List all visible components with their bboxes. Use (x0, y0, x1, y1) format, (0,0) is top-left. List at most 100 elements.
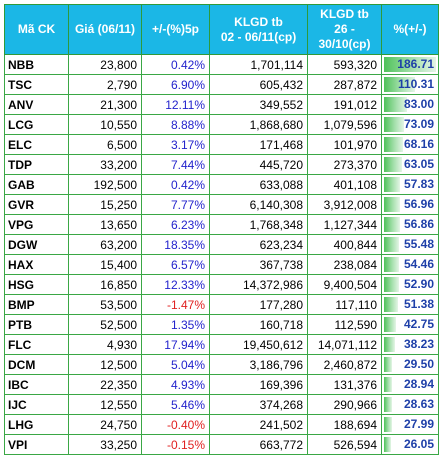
price-cell: 33,200 (68, 154, 142, 175)
change-percent-cell: 5.04% (141, 354, 210, 375)
ratio-cell: 110.31 (381, 74, 439, 95)
volume-current-cell: 3,186,796 (209, 354, 308, 375)
ratio-value: 57.83 (403, 177, 434, 191)
ratio-bar (384, 437, 392, 452)
ratio-bar (384, 417, 392, 432)
ratio-cell: 29.50 (381, 354, 439, 375)
price-cell: 52,500 (68, 314, 142, 335)
ratio-value: 73.09 (403, 117, 434, 131)
header-volume-current: KLGD tb 02 - 06/11(cp) (209, 4, 308, 55)
header-volume-current-line2: 02 - 06/11(cp) (220, 29, 297, 44)
price-cell: 24,750 (68, 414, 142, 435)
ratio-cell: 68.16 (381, 134, 439, 155)
stock-code-cell: HSG (4, 274, 69, 295)
stock-code-cell: ELC (4, 134, 69, 155)
ratio-value: 28.63 (403, 397, 434, 411)
ratio-value: 110.31 (397, 77, 434, 91)
ratio-cell: 56.96 (381, 194, 439, 215)
ratio-bar (384, 177, 401, 192)
table-header-row: Mã CK Giá (06/11) +/-(%)5p KLGD tb 02 - … (4, 4, 439, 55)
volume-previous-cell: 287,872 (307, 74, 382, 95)
ratio-bar (384, 397, 392, 412)
stock-code-cell: DGW (4, 234, 69, 255)
ratio-cell: 28.94 (381, 374, 439, 395)
price-cell: 33,250 (68, 434, 142, 455)
volume-current-cell: 1,768,348 (209, 214, 308, 235)
volume-current-cell: 349,552 (209, 94, 308, 115)
volume-current-cell: 19,450,612 (209, 334, 308, 355)
ratio-bar (384, 157, 402, 172)
ratio-value: 55.48 (403, 237, 434, 251)
table-row: BMP 53,500 -1.47% 177,280 117,110 51.38 (4, 294, 439, 315)
stock-code-cell: VPG (4, 214, 69, 235)
volume-previous-cell: 1,127,344 (307, 214, 382, 235)
volume-previous-cell: 112,590 (307, 314, 382, 335)
table-row: IJC 12,550 5.46% 374,268 290,966 28.63 (4, 394, 439, 415)
ratio-bar (384, 297, 399, 312)
ratio-value: 42.75 (403, 317, 434, 331)
ratio-cell: 54.46 (381, 254, 439, 275)
stock-code-cell: LCG (4, 114, 69, 135)
ratio-cell: 28.63 (381, 394, 439, 415)
ratio-value: 28.94 (403, 377, 434, 391)
volume-current-cell: 445,720 (209, 154, 308, 175)
ratio-bar (384, 277, 399, 292)
stock-code-cell: NBB (4, 54, 69, 75)
ratio-value: 68.16 (403, 137, 434, 151)
change-percent-cell: 18.35% (141, 234, 210, 255)
volume-previous-cell: 526,594 (307, 434, 382, 455)
price-cell: 22,350 (68, 374, 142, 395)
table-row: ANV 21,300 12.11% 349,552 191,012 83.00 (4, 94, 439, 115)
price-cell: 12,550 (68, 394, 142, 415)
table-row: GVR 15,250 7.77% 6,140,308 3,912,008 56.96 (4, 194, 439, 215)
price-cell: 21,300 (68, 94, 142, 115)
header-ratio: %(+/-) (381, 4, 439, 55)
ratio-bar (384, 217, 400, 232)
ratio-cell: 27.99 (381, 414, 439, 435)
ratio-value: 27.99 (403, 417, 434, 431)
stock-code-cell: TDP (4, 154, 69, 175)
ratio-cell: 56.86 (381, 214, 439, 235)
volume-previous-cell: 117,110 (307, 294, 382, 315)
ratio-bar (384, 137, 403, 152)
change-percent-cell: 5.46% (141, 394, 210, 415)
ratio-bar (384, 237, 400, 252)
ratio-cell: 38.23 (381, 334, 439, 355)
stock-code-cell: IJC (4, 394, 69, 415)
price-cell: 4,930 (68, 334, 142, 355)
change-percent-cell: 12.11% (141, 94, 210, 115)
stock-code-cell: GVR (4, 194, 69, 215)
volume-previous-cell: 14,071,112 (307, 334, 382, 355)
table-row: HAX 15,400 6.57% 367,738 238,084 54.46 (4, 254, 439, 275)
ratio-bar (384, 377, 393, 392)
ratio-cell: 186.71 (381, 54, 439, 75)
ratio-value: 186.71 (397, 57, 434, 71)
volume-current-cell: 374,268 (209, 394, 308, 415)
ratio-value: 26.05 (403, 437, 434, 451)
change-percent-cell: 6.23% (141, 214, 210, 235)
header-volume-previous-line1: KLGD tb (320, 7, 369, 21)
volume-current-cell: 169,396 (209, 374, 308, 395)
price-cell: 13,650 (68, 214, 142, 235)
ratio-cell: 26.05 (381, 434, 439, 455)
stock-table-container: Mã CK Giá (06/11) +/-(%)5p KLGD tb 02 - … (4, 4, 439, 455)
change-percent-cell: 7.77% (141, 194, 210, 215)
stock-code-cell: HAX (4, 254, 69, 275)
ratio-cell: 83.00 (381, 94, 439, 115)
table-row: ELC 6,500 3.17% 171,468 101,970 68.16 (4, 134, 439, 155)
volume-current-cell: 1,868,680 (209, 114, 308, 135)
change-percent-cell: 6.90% (141, 74, 210, 95)
table-body: NBB 23,800 0.42% 1,701,114 593,320 186.71 TSC 2… (4, 54, 439, 455)
ratio-cell: 51.38 (381, 294, 439, 315)
ratio-value: 51.38 (403, 297, 434, 311)
volume-previous-cell: 9,400,504 (307, 274, 382, 295)
header-volume-current-line1: KLGD tb (234, 14, 283, 29)
table-row: NBB 23,800 0.42% 1,701,114 593,320 186.71 (4, 54, 439, 75)
volume-current-cell: 367,738 (209, 254, 308, 275)
table-row: PTB 52,500 1.35% 160,718 112,590 42.75 (4, 314, 439, 335)
change-percent-cell: -0.15% (141, 434, 210, 455)
volume-previous-cell: 191,012 (307, 94, 382, 115)
header-code: Mã CK (4, 4, 69, 55)
table-row: FLC 4,930 17.94% 19,450,612 14,071,112 38.23 (4, 334, 439, 355)
ratio-bar (384, 357, 393, 372)
